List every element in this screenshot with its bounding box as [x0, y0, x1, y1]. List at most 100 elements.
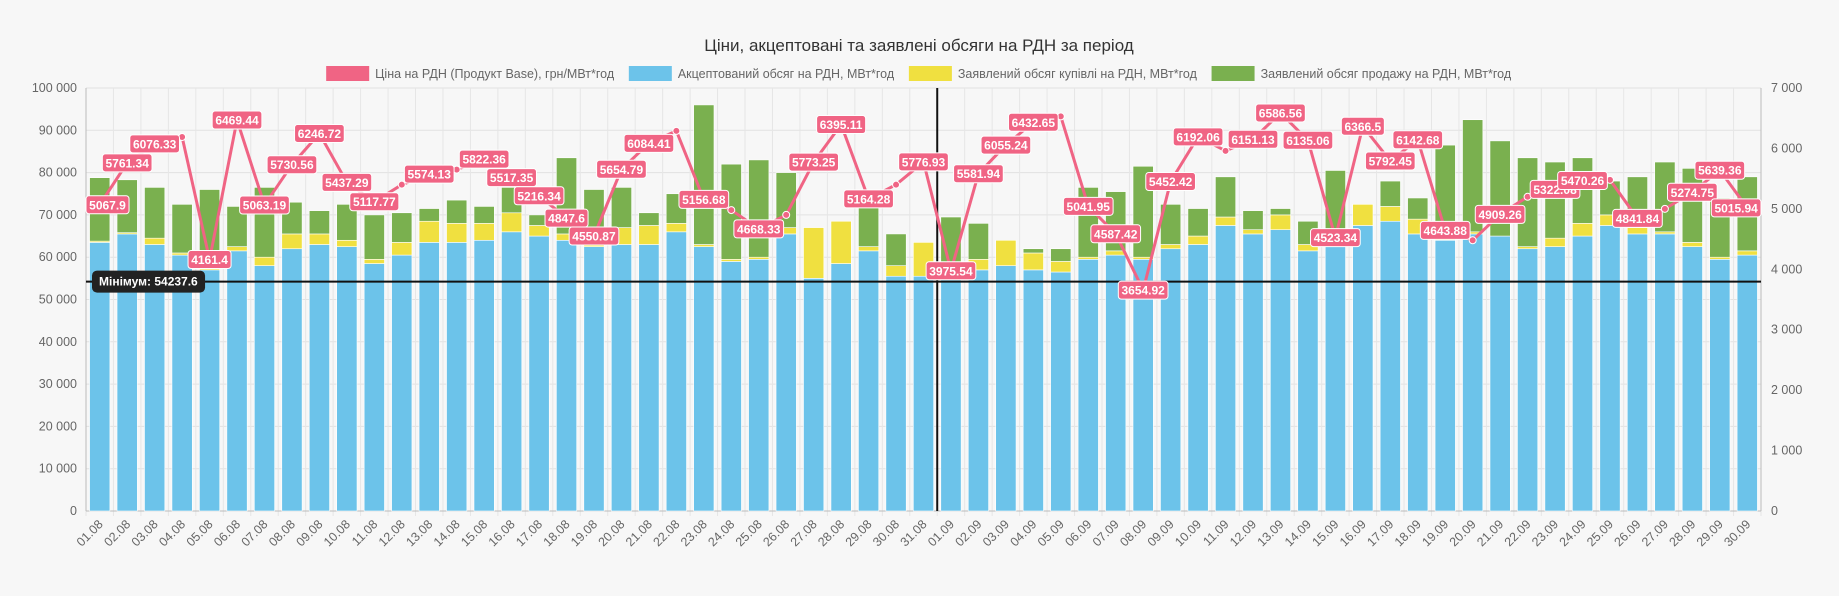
price-data-label-bg: [596, 159, 647, 179]
price-data-label-bg: [349, 192, 400, 212]
x-tick-label: 02.09: [953, 517, 985, 549]
price-data-label-text: 5730.56: [270, 158, 314, 172]
bar-segment: [1379, 180, 1401, 207]
x-tick-label: 01.09: [925, 517, 957, 549]
price-data-label-bg: [980, 135, 1032, 155]
price-point: [672, 126, 681, 135]
price-data-label-text: 5274.75: [1671, 186, 1715, 200]
x-tick-label: 24.08: [705, 517, 737, 549]
bar-segment: [446, 199, 468, 224]
bar-segment: [144, 237, 166, 245]
price-data-label-text: 6135.06: [1286, 134, 1330, 148]
x-tick-label: 01.08: [74, 517, 106, 549]
bar-segment: [1324, 170, 1346, 235]
y-left-tick: 100 000: [32, 81, 77, 95]
price-data-label: 5063.19: [239, 195, 290, 215]
price-data-label: 4587.42: [1090, 224, 1142, 244]
price-data-label: 5822.36: [458, 149, 510, 169]
x-tick-label: 08.08: [266, 517, 298, 549]
price-data-label-text: 5216.34: [517, 189, 561, 203]
price-data-label: 5773.25: [788, 152, 840, 172]
price-data-label-text: 5437.29: [325, 176, 369, 190]
x-tick-label: 16.08: [486, 517, 518, 549]
bar-segment: [693, 104, 715, 245]
price-data-label-bg: [898, 152, 949, 172]
y-right-tick: 2 000: [1771, 383, 1802, 397]
bar-segment: [693, 244, 715, 247]
x-tick-label: 25.09: [1584, 517, 1616, 549]
price-data-label-text: 5517.35: [490, 171, 534, 185]
price-data-label-bg: [403, 164, 455, 184]
x-tick-label: 21.08: [623, 517, 655, 549]
legend-item[interactable]: Акцептований обсяг на РДН, МВт*год: [628, 66, 895, 81]
price-data-label: 4550.87: [568, 226, 620, 246]
bar-segment: [748, 256, 770, 260]
price-data-label-bg: [1612, 208, 1663, 228]
y-left-tick: 90 000: [39, 123, 77, 137]
price-data-label-text: 6366.5: [1344, 120, 1381, 134]
bar-segment: [803, 227, 825, 279]
legend-item[interactable]: Заявлений обсяг купівлі на РДН, МВт*год: [908, 66, 1198, 81]
bar-segment: [1681, 246, 1703, 512]
legend[interactable]: Ціна на РДН (Продукт Base), грн/МВт*год А…: [326, 66, 1512, 81]
price-data-label: 5156.68: [678, 189, 730, 209]
bar-segment: [1736, 250, 1758, 256]
bar-segment: [1736, 254, 1758, 512]
bar-segment: [418, 208, 440, 222]
bar-segment: [1050, 261, 1072, 273]
bar-segment: [967, 223, 989, 260]
price-data-label-text: 3654.92: [1121, 284, 1165, 298]
price-data-label-text: 4523.34: [1314, 231, 1358, 245]
legend-label: Акцептований обсяг на РДН, МВт*год: [678, 67, 895, 81]
x-tick-label: 25.08: [733, 517, 765, 549]
x-tick-label: 30.08: [870, 517, 902, 549]
price-data-label: 5581.94: [953, 164, 1004, 184]
price-data-label-bg: [1145, 172, 1196, 192]
legend-label: Заявлений обсяг продажу на РДН, МВт*год: [1261, 67, 1512, 81]
price-data-label: 4847.6: [544, 208, 589, 228]
bar-segment: [308, 210, 330, 235]
legend-item[interactable]: Заявлений обсяг продажу на РДН, МВт*год: [1211, 66, 1512, 81]
price-data-label-text: 4668.33: [737, 222, 781, 236]
price-point: [727, 206, 736, 215]
price-data-label-text: 5041.95: [1067, 200, 1111, 214]
x-tick-label: 02.08: [101, 517, 133, 549]
bar-segment: [1599, 225, 1621, 512]
bar-segment: [1379, 220, 1401, 512]
bar-segment: [473, 223, 495, 241]
bar-segment: [610, 244, 632, 512]
x-tick-label: 14.08: [431, 517, 463, 549]
price-data-label-bg: [1694, 160, 1746, 180]
price-data-label-bg: [239, 195, 290, 215]
price-data-label-text: 6469.44: [215, 114, 259, 128]
bar-segment: [254, 265, 275, 512]
y-left-tick: 70 000: [39, 208, 77, 222]
x-tick-label: 09.08: [294, 517, 326, 549]
price-data-label-text: 5654.79: [600, 163, 644, 177]
x-tick-label: 07.09: [1090, 517, 1122, 549]
bar-segment: [885, 233, 907, 266]
bar-segment: [336, 246, 358, 512]
bar-segment: [1022, 252, 1044, 271]
x-tick-label: 26.08: [760, 517, 792, 549]
bar-segment: [858, 250, 880, 512]
price-data-label-bg: [1364, 151, 1416, 171]
price-data-label-bg: [266, 155, 318, 175]
y-right-tick: 0: [1771, 504, 1778, 518]
price-data-label: 3975.54: [925, 261, 977, 281]
price-data-label-text: 6084.41: [627, 137, 671, 151]
bar-segment: [1022, 248, 1044, 254]
legend-swatch: [1211, 66, 1255, 81]
bar-segment: [473, 206, 495, 224]
legend-item[interactable]: Ціна на РДН (Продукт Base), грн/МВт*год: [326, 66, 615, 81]
price-point: [1468, 236, 1477, 245]
price-data-label-text: 6432.65: [1012, 116, 1056, 130]
x-tick-label: 22.08: [650, 517, 682, 549]
annotations: Мінімум: 54237.6: [86, 88, 1761, 511]
price-data-label: 6135.06: [1282, 130, 1334, 150]
y-right-tick: 7 000: [1771, 81, 1802, 95]
bar-segment: [1572, 223, 1593, 237]
price-data-label-bg: [187, 250, 232, 270]
bar-segment: [363, 259, 385, 264]
bar-segment: [281, 248, 303, 512]
